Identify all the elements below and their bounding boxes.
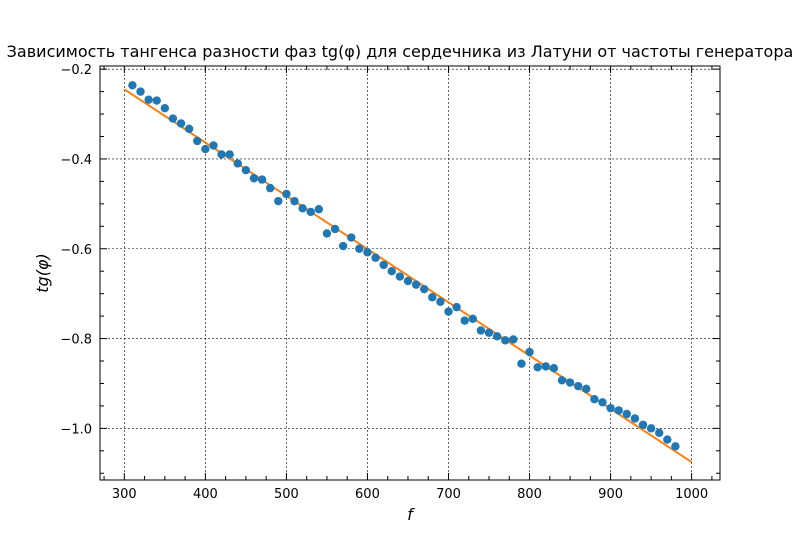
data-point bbox=[468, 314, 478, 324]
data-point bbox=[517, 359, 526, 368]
data-point bbox=[606, 403, 615, 413]
data-point bbox=[225, 150, 234, 159]
data-point bbox=[557, 376, 567, 385]
data-point bbox=[436, 297, 445, 306]
y-axis-label: tg(φ) bbox=[33, 253, 52, 292]
data-point bbox=[663, 435, 672, 444]
data-point bbox=[282, 189, 291, 199]
data-point bbox=[217, 150, 226, 159]
data-point bbox=[201, 144, 210, 154]
data-point bbox=[509, 335, 518, 344]
data-point bbox=[646, 424, 656, 433]
data-point bbox=[444, 307, 453, 316]
data-point bbox=[403, 276, 413, 286]
y-tick-label: −0.2 bbox=[60, 63, 92, 78]
data-point bbox=[193, 136, 202, 146]
data-point bbox=[265, 183, 275, 193]
y-tick-label: −1.0 bbox=[60, 422, 92, 437]
data-point bbox=[638, 420, 648, 429]
data-point bbox=[533, 363, 542, 372]
data-point bbox=[622, 409, 631, 419]
data-point bbox=[347, 233, 356, 242]
data-point bbox=[322, 229, 332, 238]
x-tick-label: 900 bbox=[598, 487, 623, 502]
data-point bbox=[573, 381, 583, 391]
x-tick-label: 800 bbox=[517, 487, 542, 502]
data-point bbox=[582, 384, 591, 394]
data-point bbox=[290, 196, 299, 206]
data-point bbox=[176, 119, 186, 128]
data-point bbox=[379, 260, 388, 270]
data-point bbox=[387, 267, 396, 276]
data-point bbox=[614, 406, 623, 415]
data-point bbox=[671, 442, 680, 451]
data-point bbox=[590, 394, 599, 404]
data-point bbox=[655, 428, 664, 438]
data-point bbox=[484, 328, 494, 337]
data-point bbox=[428, 293, 437, 302]
data-point bbox=[363, 248, 372, 257]
y-tick-label: −0.8 bbox=[60, 333, 92, 348]
data-point bbox=[549, 363, 559, 373]
y-tick-label: −0.4 bbox=[60, 153, 92, 168]
data-point bbox=[249, 174, 259, 183]
chart-title: Зависимость тангенса разности фаз tg(φ) … bbox=[7, 42, 794, 61]
data-point bbox=[419, 284, 429, 294]
x-tick-label: 700 bbox=[436, 487, 461, 502]
x-tick-label: 400 bbox=[193, 487, 218, 502]
data-point bbox=[598, 398, 607, 407]
data-point bbox=[298, 204, 307, 213]
ticks bbox=[100, 66, 720, 480]
data-point bbox=[128, 81, 137, 90]
data-point bbox=[184, 124, 194, 134]
data-point bbox=[338, 241, 348, 251]
data-point bbox=[452, 302, 461, 312]
plot-frame bbox=[99, 65, 721, 481]
data-point bbox=[209, 141, 218, 150]
tick-labels: 300 400 500 600 700 800 900 1000 −1.0 −0.8 −0.6 −0.… bbox=[60, 63, 708, 502]
data-point bbox=[274, 196, 283, 206]
data-point bbox=[411, 280, 421, 289]
x-tick-label: 1000 bbox=[675, 487, 708, 502]
x-tick-label: 300 bbox=[112, 487, 137, 502]
data-point bbox=[525, 347, 534, 357]
data-point bbox=[144, 95, 153, 104]
data-point bbox=[257, 175, 267, 184]
data-point bbox=[630, 414, 640, 423]
data-point bbox=[355, 244, 364, 253]
data-point bbox=[330, 224, 340, 234]
x-axis-label: f bbox=[407, 505, 415, 524]
data-point bbox=[168, 114, 178, 123]
data-point bbox=[492, 332, 502, 341]
x-tick-label: 500 bbox=[274, 487, 299, 502]
data-point bbox=[160, 104, 170, 113]
data-point bbox=[233, 159, 242, 168]
data-point bbox=[152, 96, 161, 105]
data-point bbox=[565, 378, 575, 387]
data-point bbox=[501, 336, 510, 345]
data-point bbox=[136, 87, 145, 96]
data-points bbox=[128, 81, 680, 451]
x-tick-label: 600 bbox=[355, 487, 380, 502]
data-point bbox=[460, 316, 469, 325]
data-point bbox=[241, 165, 251, 175]
data-point bbox=[541, 362, 550, 371]
data-point bbox=[476, 326, 486, 335]
data-point bbox=[314, 205, 324, 214]
y-tick-label: −0.6 bbox=[60, 243, 92, 258]
data-point bbox=[306, 207, 315, 217]
data-point bbox=[371, 253, 380, 262]
data-point bbox=[395, 272, 405, 281]
